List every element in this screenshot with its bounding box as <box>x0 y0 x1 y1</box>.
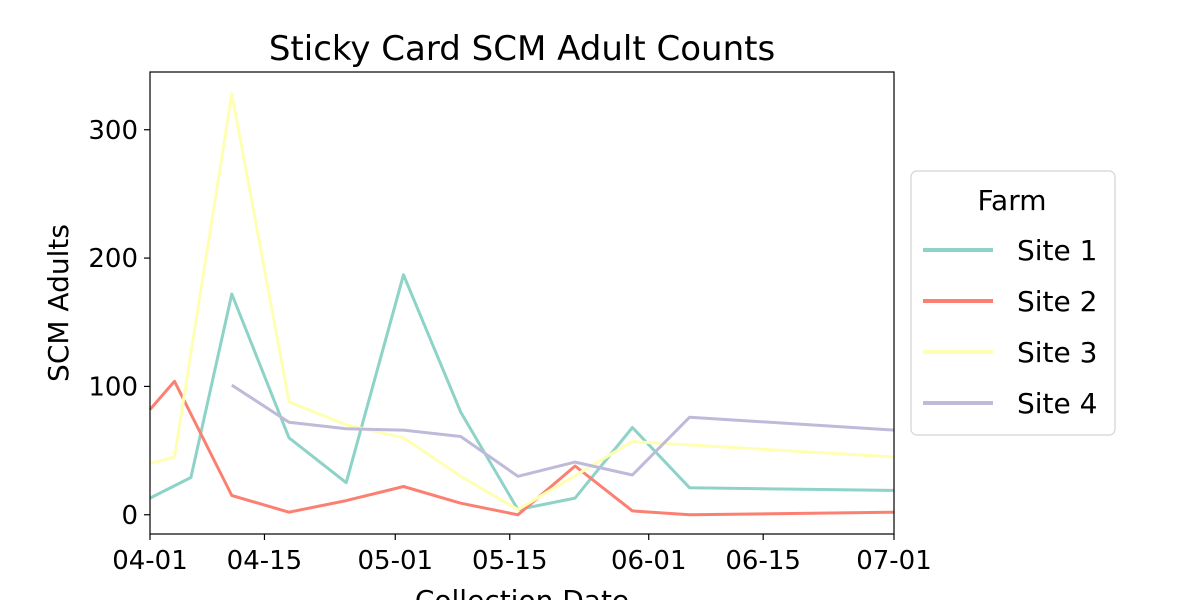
chart-title: Sticky Card SCM Adult Counts <box>269 29 775 69</box>
x-tick-label: 06-15 <box>725 546 801 576</box>
plot-frame <box>149 71 895 535</box>
legend-label-site-4: Site 4 <box>1017 387 1097 420</box>
legend-label-site-1: Site 1 <box>1017 234 1097 267</box>
y-tick-label: 300 <box>88 116 138 146</box>
series-layer <box>148 92 895 517</box>
legend: Farm Site 1 Site 2 Site 3 Site 4 <box>910 170 1116 436</box>
x-tick-label: 07-01 <box>856 546 932 576</box>
legend-label-site-2: Site 2 <box>1017 285 1097 318</box>
y-tick-label: 100 <box>88 372 138 402</box>
x-tick-label: 05-01 <box>357 546 433 576</box>
y-axis-ticks: 0 100 200 300 <box>88 116 150 531</box>
legend-entries: Site 1 Site 2 Site 3 Site 4 <box>923 234 1097 420</box>
y-tick-label: 200 <box>88 244 138 274</box>
y-tick-label: 0 <box>121 501 138 531</box>
x-tick-label: 05-15 <box>472 546 548 576</box>
series-line-site-3 <box>149 92 895 512</box>
x-tick-label: 04-15 <box>227 546 303 576</box>
series-line-site-2 <box>148 379 895 517</box>
legend-label-site-3: Site 3 <box>1017 336 1097 369</box>
x-tick-label: 04-01 <box>112 546 188 576</box>
y-axis-title: SCM Adults <box>42 224 75 382</box>
series-line-site-4 <box>230 383 895 478</box>
x-tick-label: 06-01 <box>611 546 687 576</box>
legend-frame <box>910 170 1116 436</box>
x-axis-title: Collection Date <box>415 584 629 600</box>
legend-title: Farm <box>978 184 1047 217</box>
series-line-site-1 <box>149 273 895 512</box>
x-axis-ticks: 04-01 04-15 05-01 05-15 06-01 06-15 07-01 <box>112 534 932 576</box>
